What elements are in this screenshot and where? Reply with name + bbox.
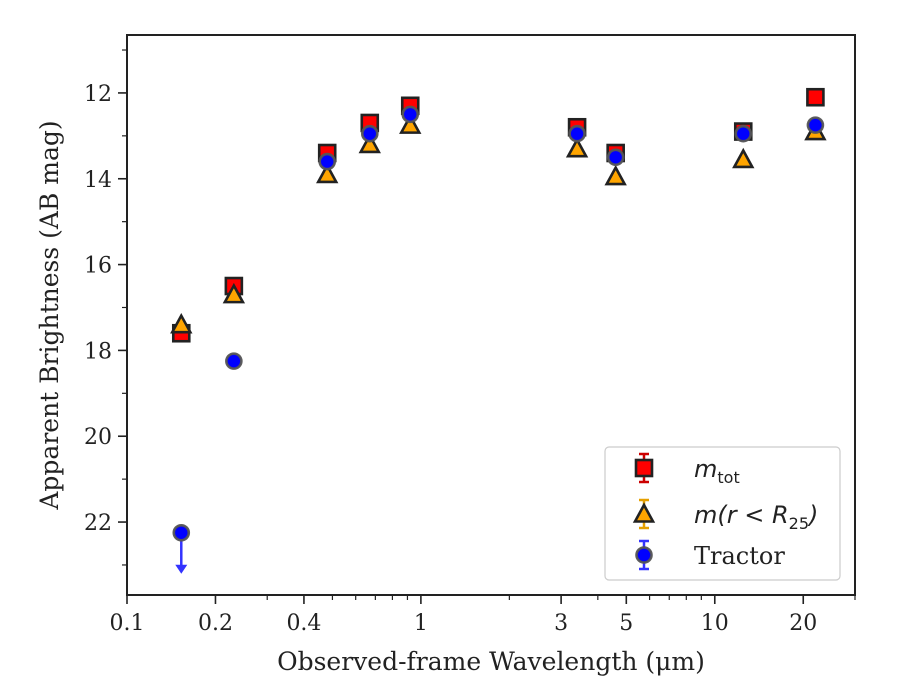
data-point: [170, 312, 193, 334]
x-tick-label: 0.4: [286, 611, 321, 636]
y-tick-label: 16: [84, 254, 112, 279]
series-square: [171, 87, 825, 343]
y-tick-label: 22: [84, 511, 112, 536]
legend-marker: [632, 502, 656, 523]
y-axis-label: Apparent Brightness (AB mag): [35, 120, 64, 510]
legend-marker: [635, 546, 653, 564]
data-point: [358, 132, 381, 154]
y-tick-label: 20: [84, 425, 112, 450]
x-tick-label: 1: [414, 611, 428, 636]
data-point: [225, 352, 243, 370]
legend-box: [604, 446, 841, 581]
y-axis: 12 14 16 18 20 22: [84, 49, 127, 566]
y-tick-label: 12: [84, 82, 112, 107]
series-triangle: [170, 113, 827, 334]
x-tick-label: 20: [789, 611, 817, 636]
x-tick-label: 0.1: [110, 611, 145, 636]
y-tick-label: 18: [84, 339, 112, 364]
data-point: [806, 87, 825, 107]
data-point: [401, 105, 420, 124]
legend-label: mtot: [694, 455, 740, 487]
plot-marks: [170, 87, 827, 574]
data-point: [806, 116, 825, 134]
upper-limit-arrow-head: [175, 564, 188, 574]
data-point: [316, 162, 339, 184]
plot-frame: [126, 34, 856, 596]
x-axis: 0.1 0.2 0.4 1 3 5 10 20: [110, 595, 856, 636]
data-point: [399, 113, 422, 134]
data-point: [222, 282, 246, 304]
x-tick-label: 0.2: [198, 611, 233, 636]
x-tick-label: 10: [701, 611, 729, 636]
legend-label: Tractor: [694, 542, 785, 570]
data-point: [565, 137, 589, 158]
x-tick-label: 3: [554, 611, 568, 636]
legend-marker: [634, 458, 654, 478]
x-axis-label: Observed-frame Wavelength (μm): [277, 647, 705, 676]
y-tick-label: 14: [84, 168, 112, 193]
data-point: [732, 147, 755, 169]
legend: mtot m(r < R25) Tractor: [604, 446, 841, 581]
legend-label: m(r < R25): [694, 501, 818, 533]
data-point: [568, 124, 586, 143]
data-point: [606, 148, 625, 167]
series-circle: [172, 105, 825, 574]
data-point: [604, 164, 627, 186]
data-point: [172, 523, 191, 542]
data-point: [360, 124, 379, 143]
data-point: [318, 152, 337, 171]
x-tick-label: 5: [619, 611, 633, 636]
data-point: [734, 124, 753, 143]
